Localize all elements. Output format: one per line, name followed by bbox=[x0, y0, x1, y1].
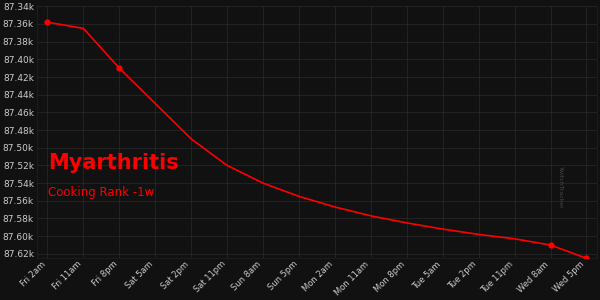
Text: TwitchTracker: TwitchTracker bbox=[558, 166, 563, 209]
Text: Myarthritis: Myarthritis bbox=[48, 152, 179, 172]
Text: Cooking Rank -1w: Cooking Rank -1w bbox=[48, 186, 154, 199]
